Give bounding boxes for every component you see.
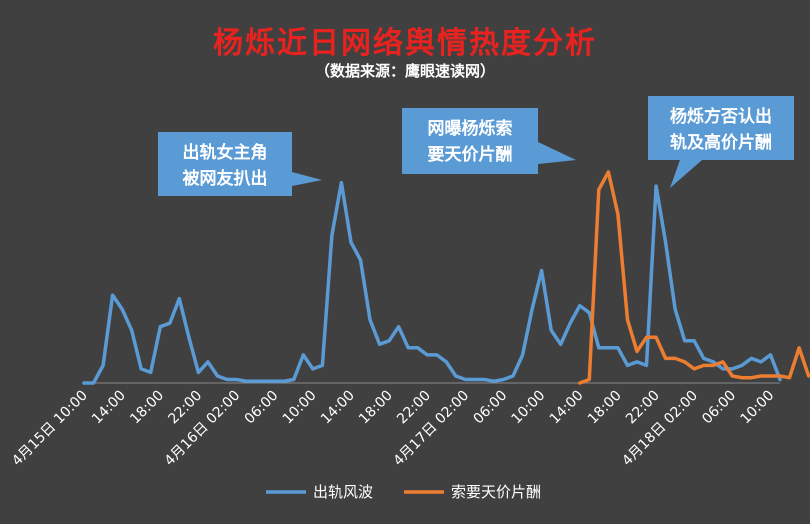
x-tick-label: 4月15日 10:00 bbox=[9, 388, 91, 470]
callout-3-line-2: 轨及高价片酬 bbox=[670, 132, 772, 153]
chart-title: 杨烁近日网络舆情热度分析 bbox=[213, 26, 597, 61]
callout-2-box bbox=[402, 108, 576, 174]
legend-label-series-2: 索要天价片酬 bbox=[451, 483, 541, 501]
callout-2-line-1: 网曝杨烁索 bbox=[428, 118, 513, 139]
series-line-1 bbox=[82, 180, 782, 385]
x-tick-label: 06:00 bbox=[699, 388, 739, 428]
x-tick-label: 06:00 bbox=[242, 388, 282, 428]
series-line-2 bbox=[578, 170, 810, 385]
series-layer bbox=[82, 170, 810, 385]
callout-1: 出轨女主角 被网友扒出 bbox=[158, 132, 322, 196]
callout-3-line-1: 杨烁方否认出 bbox=[670, 106, 772, 127]
legend-label-series-1: 出轨风波 bbox=[313, 483, 373, 501]
x-tick-label: 10:00 bbox=[737, 388, 777, 428]
x-tick-label: 14:00 bbox=[547, 388, 587, 428]
callout-3: 杨烁方否认出 轨及高价片酬 bbox=[648, 96, 794, 188]
x-tick-label: 18:00 bbox=[127, 388, 167, 428]
legend: 出轨风波 索要天价片酬 bbox=[266, 483, 541, 501]
callout-1-line-2: 被网友扒出 bbox=[183, 168, 268, 189]
callout-3-box bbox=[648, 96, 794, 188]
callout-2-line-2: 要天价片酬 bbox=[428, 144, 513, 165]
x-tick-label: 18:00 bbox=[585, 388, 625, 428]
chart-subtitle: （数据来源：鹰眼速读网） bbox=[314, 62, 495, 80]
x-tick-label: 10:00 bbox=[509, 388, 549, 428]
x-tick-label: 18:00 bbox=[356, 388, 396, 428]
callout-1-box bbox=[158, 132, 322, 196]
callout-2: 网曝杨烁索 要天价片酬 bbox=[402, 108, 576, 174]
callout-1-line-1: 出轨女主角 bbox=[183, 142, 268, 163]
x-tick-label: 06:00 bbox=[470, 388, 510, 428]
x-tick-label: 14:00 bbox=[318, 388, 358, 428]
x-tick-label: 10:00 bbox=[280, 388, 320, 428]
x-tick-label: 14:00 bbox=[89, 388, 129, 428]
